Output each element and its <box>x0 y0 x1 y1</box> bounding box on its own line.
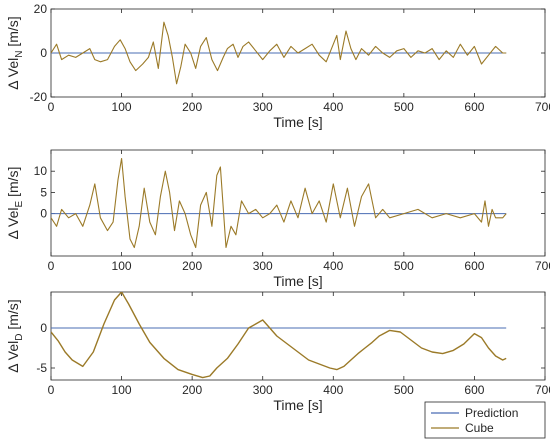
x-tick-label: 300 <box>253 100 273 114</box>
legend-box <box>424 401 546 439</box>
x-tick-label: 400 <box>323 259 343 273</box>
x-tick-label: 500 <box>394 100 414 114</box>
x-tick-label: 600 <box>464 383 484 397</box>
x-tick-label: 700 <box>535 100 550 114</box>
x-tick-label: 300 <box>253 383 273 397</box>
axes-box <box>50 291 546 381</box>
x-tick-label: 200 <box>182 259 202 273</box>
x-tick-label: 0 <box>48 100 55 114</box>
x-tick-label: 600 <box>464 259 484 273</box>
x-tick-label: 500 <box>394 259 414 273</box>
x-tick-label: 100 <box>112 383 132 397</box>
legend-label: Prediction <box>465 406 518 420</box>
y-tick-label: 0 <box>40 321 47 335</box>
x-axis-label: Time [s] <box>273 273 322 289</box>
y-tick-label: 0 <box>40 46 47 60</box>
y-tick-label: 20 <box>34 2 48 16</box>
series-line-cube <box>51 157 507 249</box>
x-tick-label: 100 <box>112 259 132 273</box>
legend-label: Cube <box>465 421 494 435</box>
axes-box <box>50 149 546 257</box>
x-tick-label: 0 <box>48 383 55 397</box>
x-tick-label: 400 <box>323 100 343 114</box>
y-axis-label: Δ VelD [m/s] <box>5 299 25 372</box>
x-tick-label: 200 <box>182 383 202 397</box>
x-tick-label: 500 <box>394 383 414 397</box>
y-tick-label: -20 <box>30 90 48 104</box>
series-line-cube <box>51 21 507 85</box>
x-axis-label: Time [s] <box>273 114 322 130</box>
y-axis-label: Δ VelN [m/s] <box>5 16 25 89</box>
x-tick-label: 200 <box>182 100 202 114</box>
y-tick-label: 10 <box>34 164 48 178</box>
x-axis-label: Time [s] <box>273 397 322 413</box>
x-tick-label: 700 <box>535 259 550 273</box>
x-tick-label: 100 <box>112 100 132 114</box>
x-tick-label: 600 <box>464 100 484 114</box>
x-tick-label: 400 <box>323 383 343 397</box>
y-tick-label: -5 <box>36 361 47 375</box>
x-tick-label: 700 <box>535 383 550 397</box>
panel-2: 0 100 200 300 400 500 600 700 0 5 10 Time [s] Δ VelE… <box>5 149 550 289</box>
y-tick-label: 5 <box>40 185 47 199</box>
series-line-cube <box>51 292 507 379</box>
y-axis-label: Δ VelE [m/s] <box>5 167 25 240</box>
x-tick-label: 0 <box>48 259 55 273</box>
x-tick-label: 300 <box>253 259 273 273</box>
y-tick-label: 0 <box>40 207 47 221</box>
